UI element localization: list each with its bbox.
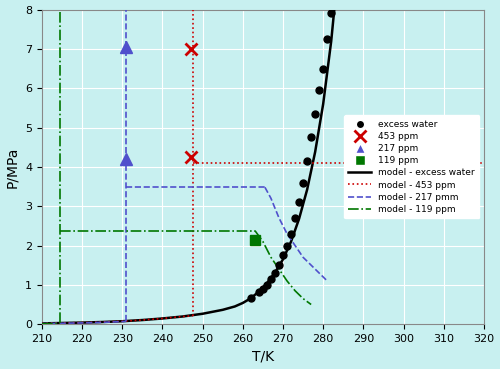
Y-axis label: P/MPa: P/MPa xyxy=(6,146,20,187)
X-axis label: T/K: T/K xyxy=(252,349,274,363)
Legend: excess water, 453 ppm, 217 ppm, 119 ppm, model - excess water, model - 453 ppm, : excess water, 453 ppm, 217 ppm, 119 ppm,… xyxy=(344,115,480,218)
